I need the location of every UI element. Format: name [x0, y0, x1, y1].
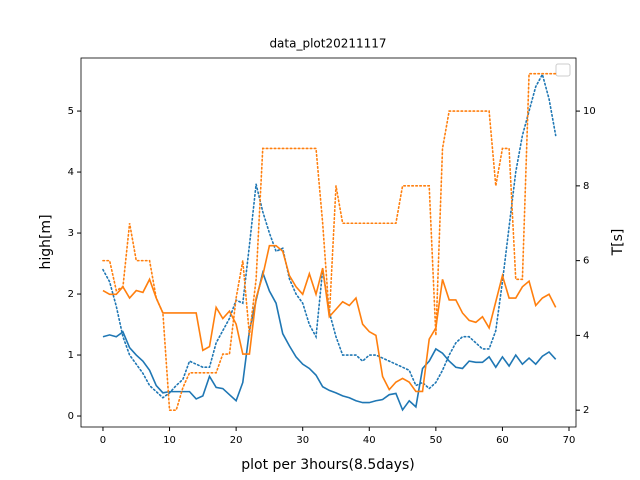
y2-tick-label: 4 — [583, 330, 589, 341]
y-tick-label: 2 — [68, 289, 74, 300]
y-tick-label: 4 — [68, 167, 74, 178]
y-tick-label: 3 — [68, 228, 74, 239]
x-axis-label: plot per 3hours(8.5days) — [241, 457, 415, 473]
chart-title: data_plot20211117 — [269, 37, 386, 51]
y-tick-label: 0 — [68, 411, 74, 422]
x-tick-label: 10 — [163, 435, 176, 446]
y2-tick-label: 6 — [583, 256, 589, 267]
y2-tick-label: 8 — [583, 181, 589, 192]
y2-axis-label: T[s] — [610, 229, 626, 257]
data-line — [102, 269, 557, 412]
x-tick-label: 60 — [496, 435, 509, 446]
x-tick-label: 40 — [363, 435, 376, 446]
data-line — [102, 244, 557, 393]
x-tick-label: 20 — [230, 435, 243, 446]
x-tick-label: 50 — [429, 435, 442, 446]
y2-tick-label: 10 — [583, 106, 596, 117]
legend — [555, 63, 571, 77]
data-line — [102, 72, 557, 399]
x-tick-label: 30 — [296, 435, 309, 446]
data-line — [102, 72, 557, 411]
y2-tick-label: 2 — [583, 405, 589, 416]
y-axis-label: high[m] — [38, 214, 54, 269]
plot-frame — [80, 57, 577, 428]
y-tick-label: 1 — [68, 350, 74, 361]
y-tick-label: 5 — [68, 106, 74, 117]
x-tick-label: 70 — [563, 435, 576, 446]
x-tick-label: 0 — [100, 435, 106, 446]
